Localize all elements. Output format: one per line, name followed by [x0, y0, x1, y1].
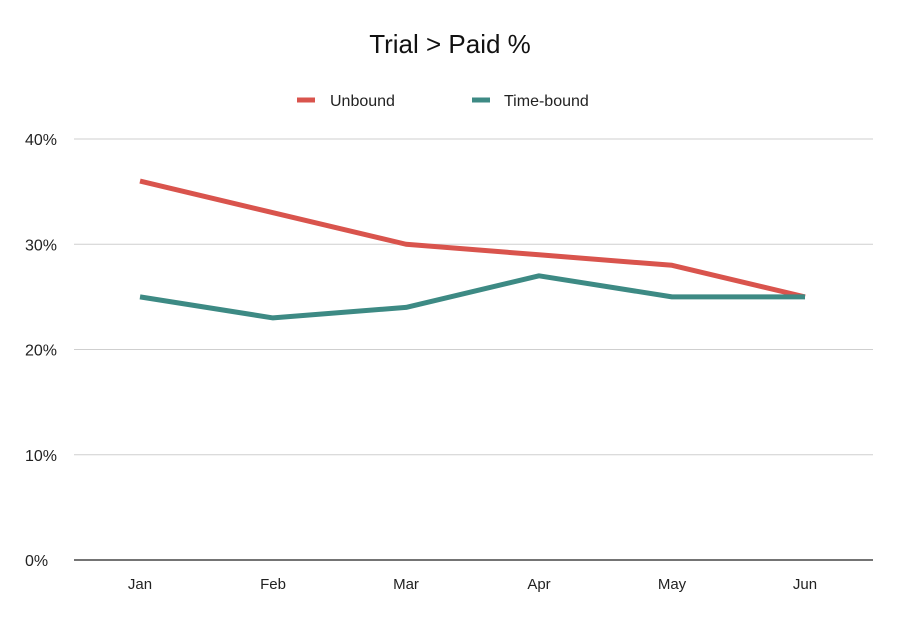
x-tick-feb: Feb	[260, 576, 286, 593]
legend-item-time-bound: Time-bound	[472, 93, 589, 110]
y-tick-20%: 20%	[25, 343, 57, 360]
y-tick-10%: 10%	[25, 448, 57, 465]
chart-title: Trial > Paid %	[369, 29, 531, 59]
grid	[74, 138, 873, 456]
series-line-unbound	[139, 178, 806, 300]
y-tick-0%: 0%	[25, 553, 48, 570]
y-tick-40%: 40%	[25, 132, 57, 149]
x-tick-apr: Apr	[527, 576, 550, 593]
legend-item-unbound: Unbound	[297, 93, 395, 110]
y-axis: 0% 10% 20% 30% 40%	[25, 132, 57, 570]
legend-label-unbound: Unbound	[330, 93, 395, 110]
legend-label-time-bound: Time-bound	[504, 93, 589, 110]
legend: Unbound Time-bound	[297, 93, 589, 110]
x-tick-mar: Mar	[393, 576, 419, 593]
x-axis: Jan Feb Mar Apr May Jun	[74, 559, 873, 593]
x-tick-jan: Jan	[128, 576, 152, 593]
x-tick-may: May	[658, 576, 687, 593]
series-group	[139, 178, 806, 321]
x-tick-jun: Jun	[793, 576, 817, 593]
y-tick-30%: 30%	[25, 237, 57, 254]
series-line-time-bound	[139, 273, 805, 321]
